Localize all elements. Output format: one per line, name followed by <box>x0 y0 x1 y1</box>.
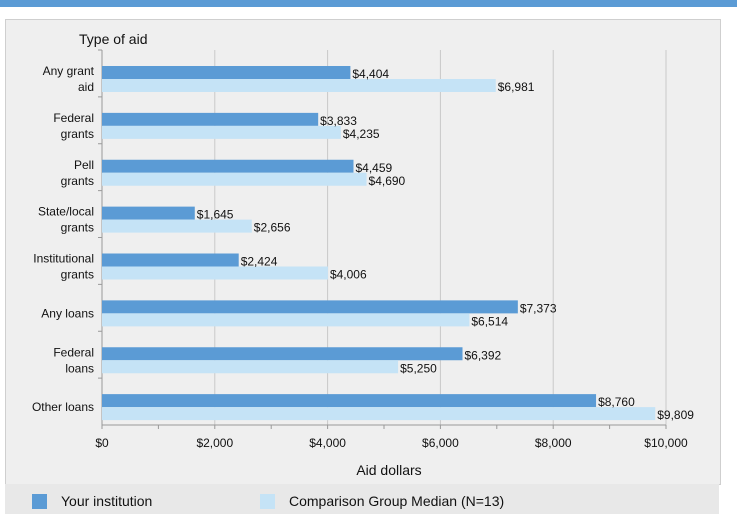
chart-panel: $0 $2,000 $4,000 $6,000 $8,000 $10,000 Any gra… <box>5 19 721 485</box>
data-label: $2,424 <box>241 255 278 269</box>
bar-comparison-median <box>102 125 341 139</box>
bar-your-institution <box>102 347 463 361</box>
data-label: $9,809 <box>657 408 694 422</box>
data-label: $4,690 <box>369 174 406 188</box>
bar-your-institution <box>102 394 597 408</box>
category-label: Institutional <box>33 252 94 266</box>
data-label: $3,833 <box>320 114 357 128</box>
x-tick-label: $4,000 <box>309 436 346 450</box>
data-label: $6,392 <box>465 348 502 362</box>
category-label: Any grant <box>43 64 95 78</box>
data-label: $4,006 <box>330 268 367 282</box>
data-label: $5,250 <box>400 361 437 375</box>
x-tick-label: $8,000 <box>535 436 572 450</box>
x-tick-label: $6,000 <box>422 436 459 450</box>
category-label: Other loans <box>32 400 94 414</box>
legend-label-your-institution: Your institution <box>61 493 153 509</box>
category-label: grants <box>61 127 94 141</box>
data-label: $4,235 <box>343 127 380 141</box>
bar-comparison-median <box>102 266 328 280</box>
data-label: $1,645 <box>197 208 234 222</box>
x-tick-label: $0 <box>95 436 109 450</box>
x-tick-label: $10,000 <box>644 436 688 450</box>
legend: Your institution Comparison Group Median… <box>5 484 719 514</box>
bar-chart: $0 $2,000 $4,000 $6,000 $8,000 $10,000 Any gra… <box>32 31 694 478</box>
legend-swatch-comparison-group <box>260 493 275 509</box>
category-label: Pell <box>74 158 94 172</box>
data-label: $2,656 <box>254 221 291 235</box>
legend-item-comparison-group: Comparison Group Median (N=13) <box>260 493 504 509</box>
category-label: grants <box>61 174 94 188</box>
category-label: Any loans <box>41 306 94 320</box>
category-label: aid <box>78 80 94 94</box>
category-label: Federal <box>53 345 94 359</box>
legend-item-your-institution: Your institution <box>32 493 152 509</box>
category-label: grants <box>61 221 94 235</box>
legend-label-comparison-group: Comparison Group Median (N=13) <box>289 493 505 509</box>
category-label: State/local <box>38 205 94 219</box>
data-label: $6,981 <box>498 80 535 94</box>
bar-your-institution <box>102 159 354 173</box>
category-label: loans <box>65 361 94 375</box>
bar-comparison-median <box>102 79 496 92</box>
x-axis-title: Aid dollars <box>356 462 421 478</box>
bar-comparison-median <box>102 313 470 327</box>
legend-swatch-your-institution <box>32 493 47 509</box>
x-tick-label: $2,000 <box>196 436 233 450</box>
bar-comparison-median <box>102 407 656 421</box>
bar-your-institution <box>102 66 351 79</box>
category-label: grants <box>61 268 94 282</box>
bar-comparison-median <box>102 360 399 374</box>
bar-your-institution <box>102 112 319 126</box>
y-axis-title: Type of aid <box>79 31 148 47</box>
bar-comparison-median <box>102 172 367 186</box>
category-label: Federal <box>53 111 94 125</box>
data-label: $7,373 <box>520 301 557 315</box>
bar-comparison-median <box>102 219 252 233</box>
bar-your-institution <box>102 206 195 220</box>
data-label: $6,514 <box>471 314 508 328</box>
bar-your-institution <box>102 300 518 314</box>
data-label: $8,760 <box>598 395 635 409</box>
data-label: $4,404 <box>352 67 389 81</box>
data-label: $4,459 <box>355 161 392 175</box>
top-accent-bar <box>0 0 737 7</box>
bar-your-institution <box>102 253 239 267</box>
